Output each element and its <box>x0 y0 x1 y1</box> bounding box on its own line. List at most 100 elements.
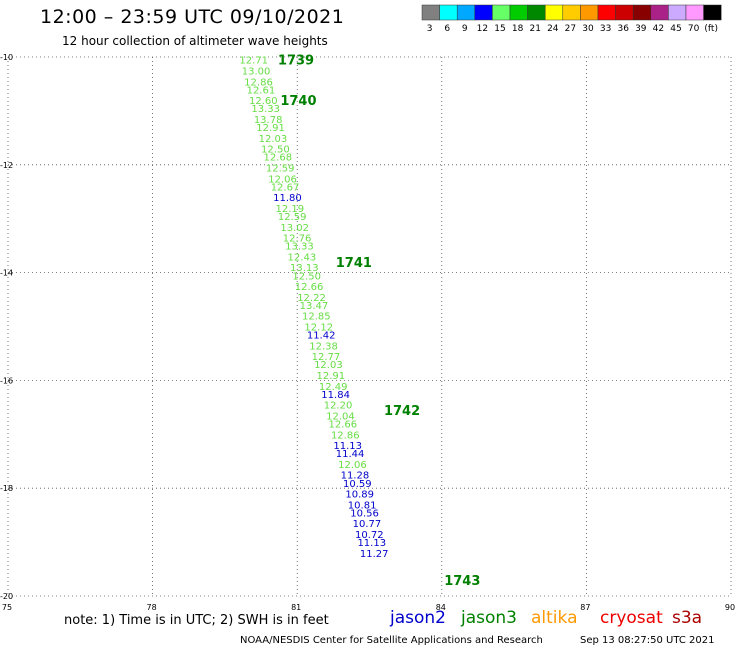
wave-height-value: 12.59 <box>266 163 295 174</box>
legend-label: 3 <box>427 24 433 34</box>
wave-height-value: 12.60 <box>249 96 278 107</box>
legend-label: 36 <box>617 24 629 34</box>
color-legend: 3 6 9 12 15 18 21 24 27 30 33 36 39 42 45 70 (ft) <box>421 4 722 34</box>
legend-unit: (ft) <box>704 24 718 34</box>
satellite-label-s3a: s3a <box>672 608 703 628</box>
footer-credit: NOAA/NESDIS Center for Satellite Applica… <box>240 635 543 646</box>
legend-label: 21 <box>529 24 540 34</box>
x-tick-label: 90 <box>725 603 735 612</box>
legend-label: 24 <box>547 24 559 34</box>
y-tick-label: -20 <box>0 592 13 601</box>
legend-swatch <box>668 4 687 21</box>
wave-height-value: 11.13 <box>333 441 362 452</box>
legend-swatch <box>474 4 493 21</box>
wave-height-value: 12.50 <box>261 145 290 156</box>
wave-height-value: 12.04 <box>326 411 355 422</box>
wave-height-value: 12.91 <box>256 123 285 134</box>
satellite-label-jason3: jason3 <box>461 608 517 628</box>
legend-label: 18 <box>512 24 524 34</box>
wave-height-value: 10.56 <box>350 508 379 519</box>
wave-height-value: 12.49 <box>319 382 348 393</box>
wave-height-value: 12.71 <box>239 56 268 67</box>
legend-label: 6 <box>444 24 450 34</box>
wave-height-value: 12.20 <box>324 401 353 412</box>
wave-height-value: 11.84 <box>321 390 350 401</box>
x-tick-label: 87 <box>580 603 590 612</box>
chart-title: 12:00 – 23:59 UTC 09/10/2021 <box>40 6 345 28</box>
wave-height-value: 12.61 <box>247 85 276 96</box>
legend-swatch <box>703 4 722 21</box>
wave-height-value: 13.00 <box>242 66 271 77</box>
legend-swatch <box>492 4 511 21</box>
legend-swatch <box>650 4 669 21</box>
wave-height-value: 12.76 <box>283 234 312 245</box>
legend-swatch <box>685 4 704 21</box>
wave-height-value: 13.13 <box>290 263 319 274</box>
wave-height-value: 10.89 <box>345 490 374 501</box>
legend-swatch <box>456 4 476 21</box>
wave-height-value: 12.77 <box>312 352 341 363</box>
legend-swatch <box>421 4 440 21</box>
legend-swatch <box>439 4 458 21</box>
wave-height-value: 13.33 <box>251 104 280 115</box>
y-tick-label: -14 <box>0 269 13 278</box>
x-tick-label: 81 <box>291 603 301 612</box>
legend-label: 45 <box>670 24 681 34</box>
plot-area: 75 78 81 84 87 90 -10 -12 -14 -16 -18 -20 12.7113.00… <box>0 53 735 612</box>
legend-swatch <box>527 4 546 21</box>
wave-height-value: 12.19 <box>276 204 305 215</box>
satellite-label-cryosat: cryosat <box>600 608 663 628</box>
footer-timestamp: Sep 13 08:27:50 UTC 2021 <box>580 635 715 646</box>
y-tick-label: -10 <box>0 53 13 62</box>
wave-height-value: 11.44 <box>336 449 365 460</box>
legend-label: 39 <box>635 24 647 34</box>
legend-label: 12 <box>477 24 488 34</box>
wave-height-value: 12.66 <box>295 282 324 293</box>
satellite-label-jason2: jason2 <box>390 608 446 628</box>
wave-height-value: 12.67 <box>271 182 300 193</box>
chart-subtitle: 12 hour collection of altimeter wave hei… <box>62 34 328 48</box>
wave-height-value: 13.02 <box>280 223 309 234</box>
legend-label: 9 <box>462 24 468 34</box>
legend-label: 30 <box>582 24 594 34</box>
legend-label: 42 <box>653 24 664 34</box>
legend-swatch <box>597 4 616 21</box>
wave-height-value: 11.27 <box>360 549 389 560</box>
wave-height-value: 12.68 <box>263 153 292 164</box>
x-tick-label: 78 <box>147 603 157 612</box>
legend-label: 15 <box>494 24 505 34</box>
wave-height-value: 10.81 <box>348 500 377 511</box>
wave-height-value: 10.59 <box>343 479 372 490</box>
wave-height-value: 12.86 <box>244 77 273 88</box>
wave-height-value: 13.47 <box>300 301 329 312</box>
wave-height-value: 12.03 <box>314 360 343 371</box>
legend-swatch <box>509 4 528 21</box>
legend-swatch <box>562 4 581 21</box>
wave-height-value: 11.28 <box>341 471 370 482</box>
wave-height-value: 13.33 <box>285 242 314 253</box>
wave-height-value: 12.66 <box>329 420 358 431</box>
footer-note: note: 1) Time is in UTC; 2) SWH is in fe… <box>64 613 329 628</box>
wave-height-value: 12.91 <box>316 371 345 382</box>
pass-number-label: 1741 <box>336 256 372 271</box>
legend-label: 33 <box>600 24 611 34</box>
wave-height-value: 11.13 <box>357 538 386 549</box>
wave-height-value: 12.38 <box>309 341 338 352</box>
wave-height-value: 12.06 <box>268 174 297 185</box>
wave-height-value: 10.77 <box>353 519 382 530</box>
satellite-label-altika: altika <box>531 608 578 628</box>
legend-swatch <box>615 4 634 21</box>
wave-height-value: 12.22 <box>297 293 326 304</box>
wave-height-value: 12.50 <box>292 271 321 282</box>
wave-height-value: 12.59 <box>278 212 307 223</box>
wave-height-value: 12.06 <box>338 460 367 471</box>
legend-swatch <box>544 4 564 21</box>
y-tick-label: -18 <box>0 484 13 493</box>
wave-height-value: 11.80 <box>273 193 302 204</box>
wave-height-value: 11.42 <box>307 331 336 342</box>
wave-height-value: 12.03 <box>259 134 288 145</box>
pass-number-label: 1740 <box>280 94 316 109</box>
pass-number-label: 1743 <box>444 574 480 589</box>
wave-height-value: 10.72 <box>355 530 384 541</box>
y-tick-label: -12 <box>0 161 13 170</box>
